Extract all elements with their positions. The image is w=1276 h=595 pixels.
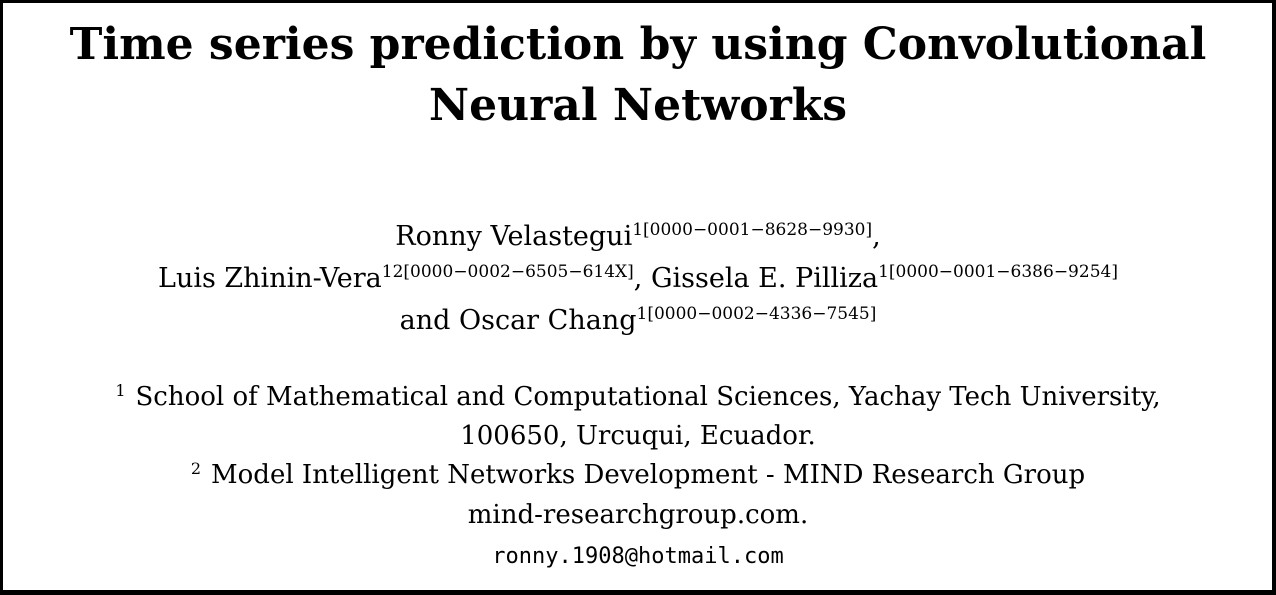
author-orcid: [0000−0001−6386−9254] — [888, 262, 1118, 282]
author-line-2: Luis Zhinin-Vera12[0000−0002−6505−614X],… — [0, 262, 1276, 296]
paper-title-line-1: Time series prediction by using Convolut… — [69, 19, 1207, 70]
author-affiliation-mark: 1 — [636, 304, 648, 324]
author-separator: , — [872, 221, 881, 252]
contact-email[interactable]: ronny.1908@hotmail.com — [492, 544, 784, 569]
author-name: Gissela E. Pilliza — [650, 263, 879, 294]
author-name: Luis Zhinin-Vera — [158, 263, 382, 294]
author-affiliation-mark: 12 — [381, 262, 404, 282]
affiliation-text: 100650, Urcuqui, Ecuador. — [460, 421, 816, 451]
affiliation-mark: 1 — [115, 381, 126, 400]
affiliation-text: mind-researchgroup.com. — [467, 500, 809, 530]
author-affiliation-mark: 1 — [632, 220, 644, 240]
author-orcid: [0000−0002−6505−614X] — [403, 262, 634, 282]
author-affiliation-mark: 1 — [878, 262, 889, 282]
affiliation-2-line-2: mind-researchgroup.com. — [0, 498, 1276, 532]
affiliation-text: School of Mathematical and Computational… — [135, 382, 1161, 412]
author-line-3: and Oscar Chang1[0000−0002−4336−7545] — [0, 304, 1276, 338]
author-name: Ronny Velastegui — [395, 221, 633, 252]
affiliation-1-line-1: 1 School of Mathematical and Computationa… — [0, 380, 1276, 414]
affiliation-mark: 2 — [190, 459, 202, 478]
author-line-1: Ronny Velastegui1[0000−0001−8628−9930], — [0, 220, 1276, 254]
affiliation-1-line-2: 100650, Urcuqui, Ecuador. — [0, 419, 1276, 453]
affiliation-2-line-1: 2 Model Intelligent Networks Development … — [0, 458, 1276, 492]
author-conjunction: and — [399, 305, 451, 336]
paper-title-line-2: Neural Networks — [428, 80, 848, 131]
affiliation-text: Model Intelligent Networks Development -… — [211, 460, 1086, 490]
author-separator: , — [633, 263, 643, 294]
author-orcid: [0000−0001−8628−9930] — [643, 220, 873, 240]
author-orcid: [0000−0002−4336−7545] — [647, 304, 877, 324]
author-name: Oscar Chang — [458, 305, 637, 336]
contact-email-line: ronny.1908@hotmail.com — [0, 538, 1276, 574]
